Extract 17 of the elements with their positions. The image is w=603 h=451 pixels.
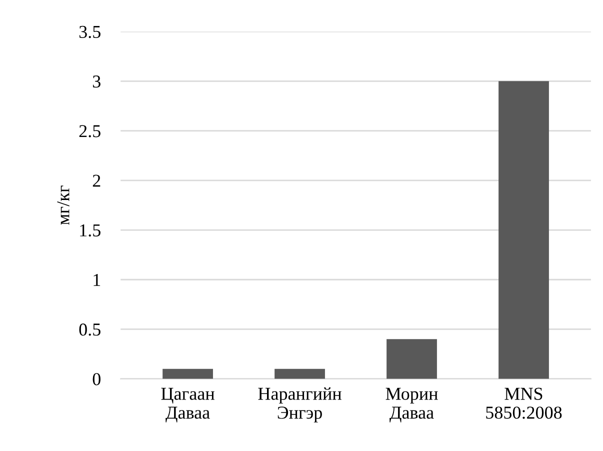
y-tick-label: 0.5 bbox=[79, 323, 100, 336]
bar bbox=[498, 81, 549, 379]
y-tick-label: 1 bbox=[94, 274, 100, 286]
x-tick-label: MNS 5850:2008 bbox=[486, 388, 562, 419]
bar bbox=[274, 368, 325, 379]
bar bbox=[162, 368, 213, 379]
y-tick-label: 2 bbox=[92, 174, 100, 187]
y-axis-title: мг/кг bbox=[57, 186, 70, 225]
x-tick-label: Нарангийн Энгэр bbox=[258, 387, 342, 422]
y-tick-label: 3 bbox=[92, 75, 100, 88]
x-tick-label: Морин Даваа bbox=[386, 388, 438, 422]
y-tick-label: 0 bbox=[92, 373, 100, 386]
y-tick-label: 2.5 bbox=[79, 125, 100, 138]
y-tick-label: 1.5 bbox=[80, 224, 100, 237]
x-tick-label: Цагаан Даваа bbox=[161, 388, 214, 422]
y-tick-label: 3.5 bbox=[79, 26, 100, 38]
bar bbox=[386, 339, 437, 379]
